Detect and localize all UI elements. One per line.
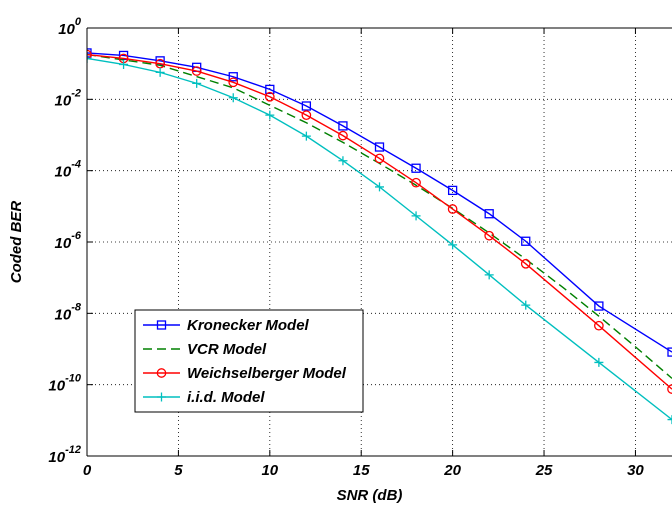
x-axis-label: SNR (dB) bbox=[337, 487, 403, 504]
x-tick-label: 15 bbox=[353, 462, 370, 479]
x-tick-label: 20 bbox=[443, 462, 461, 479]
legend-label: Weichselberger Model bbox=[187, 365, 347, 382]
y-axis-label: Coded BER bbox=[8, 201, 25, 284]
x-tick-label: 5 bbox=[174, 462, 183, 479]
legend: Kronecker Model VCR Model Weichselberger M… bbox=[135, 310, 363, 412]
x-tick-label: 25 bbox=[535, 462, 553, 479]
legend-label: i.i.d. Model bbox=[187, 389, 265, 406]
legend-label: Kronecker Model bbox=[187, 317, 310, 334]
x-tick-label: 0 bbox=[83, 462, 92, 479]
x-tick-label: 10 bbox=[261, 462, 278, 479]
legend-label: VCR Model bbox=[187, 341, 267, 358]
x-tick-label: 30 bbox=[627, 462, 644, 479]
